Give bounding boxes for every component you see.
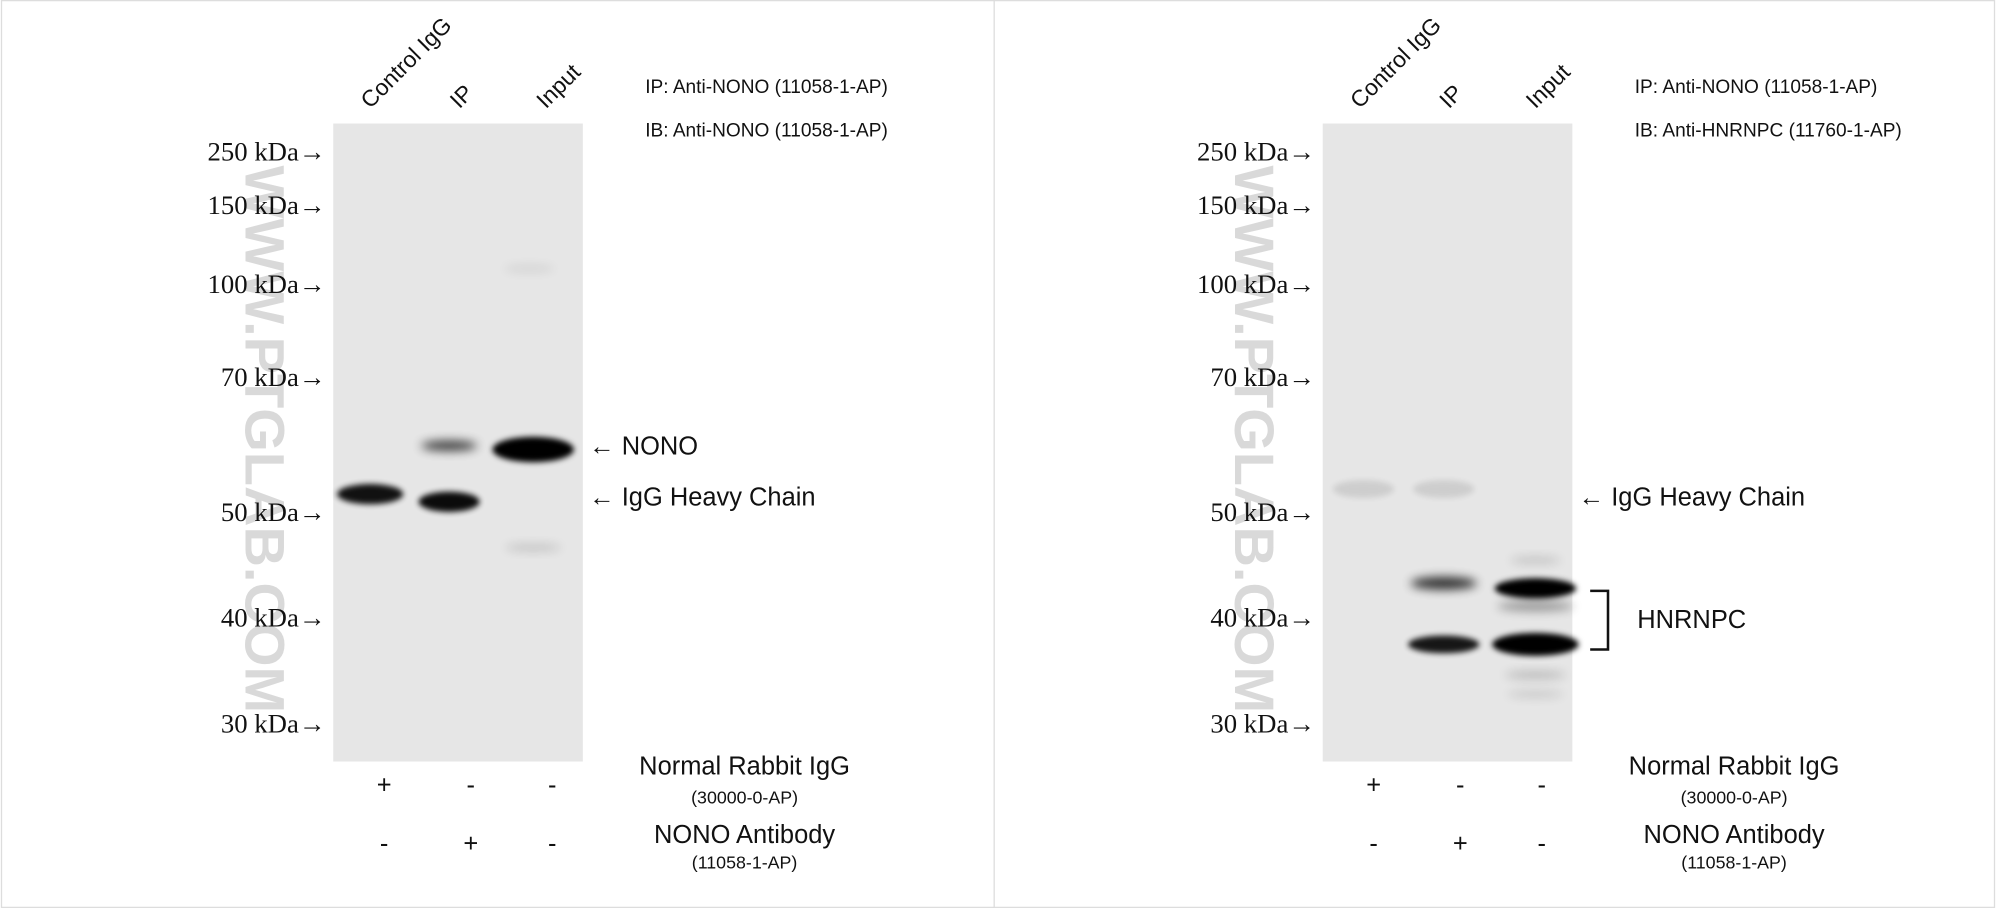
band — [1492, 632, 1579, 656]
bracket — [1590, 589, 1610, 651]
band — [1494, 578, 1577, 599]
marker-label: 30 kDa→ — [1210, 708, 1315, 738]
band — [505, 543, 562, 552]
treatment-name: Normal Rabbit IgG — [1629, 752, 1840, 780]
treatment-name: NONO Antibody — [654, 821, 835, 849]
blot — [1322, 123, 1573, 762]
marker-label: 50 kDa→ — [221, 497, 326, 527]
marker-label: 100 kDa→ — [208, 269, 326, 299]
marker-label: 150 kDa→ — [208, 190, 326, 220]
marker-label: 100 kDa→ — [1197, 269, 1315, 299]
treatment-sign: + — [463, 830, 478, 858]
treatment-sign: - — [548, 830, 556, 858]
treatment-sign: - — [548, 771, 556, 799]
band — [1410, 576, 1477, 590]
marker-label: 70 kDa→ — [1210, 362, 1315, 392]
band — [337, 483, 404, 505]
band — [1332, 480, 1395, 498]
treatment-catalog: (11058-1-AP) — [1681, 853, 1787, 873]
ip-label: IP: Anti-NONO (11058-1-AP) — [645, 77, 888, 98]
marker-label: 250 kDa→ — [208, 136, 326, 166]
treatment-sign: + — [377, 771, 392, 799]
band — [418, 491, 480, 512]
marker-label: 70 kDa→ — [221, 362, 326, 392]
watermark: WWW.PTGLAB.COM — [1223, 166, 1286, 714]
treatment-sign: - — [380, 830, 388, 858]
treatment-catalog: (30000-0-AP) — [691, 788, 798, 808]
band — [1408, 635, 1480, 654]
band-label: ← NONO — [589, 433, 698, 461]
band — [421, 440, 478, 451]
watermark: WWW.PTGLAB.COM — [233, 166, 296, 714]
band — [492, 436, 574, 463]
marker-label: 150 kDa→ — [1197, 190, 1315, 220]
band — [1504, 671, 1566, 679]
ib-label: IB: Anti-NONO (11058-1-AP) — [645, 120, 888, 141]
treatment-name: Normal Rabbit IgG — [639, 752, 850, 780]
band — [503, 264, 555, 273]
treatment-sign: - — [467, 771, 475, 799]
treatment-catalog: (30000-0-AP) — [1681, 788, 1788, 808]
marker-label: 30 kDa→ — [221, 708, 326, 738]
treatment-name: NONO Antibody — [1644, 821, 1825, 849]
ip-label: IP: Anti-NONO (11058-1-AP) — [1635, 77, 1878, 98]
band — [1413, 480, 1475, 498]
treatment-sign: - — [1538, 830, 1546, 858]
marker-label: 50 kDa→ — [1210, 497, 1315, 527]
band-label: ← IgG Heavy Chain — [589, 484, 815, 512]
treatment-catalog: (11058-1-AP) — [692, 853, 798, 873]
band — [1509, 556, 1561, 565]
marker-label: 40 kDa→ — [221, 603, 326, 633]
treatment-sign: + — [1453, 830, 1468, 858]
treatment-sign: - — [1456, 771, 1464, 799]
band — [1497, 601, 1574, 612]
treatment-sign: - — [1538, 771, 1546, 799]
marker-label: 40 kDa→ — [1210, 603, 1315, 633]
marker-label: 250 kDa→ — [1197, 136, 1315, 166]
treatment-sign: - — [1369, 830, 1377, 858]
band-label: ← IgG Heavy Chain — [1579, 484, 1805, 512]
ib-label: IB: Anti-HNRNPC (11760-1-AP) — [1635, 120, 1902, 141]
treatment-sign: + — [1366, 771, 1381, 799]
band-label: HNRNPC — [1637, 606, 1746, 634]
band — [1507, 690, 1564, 698]
